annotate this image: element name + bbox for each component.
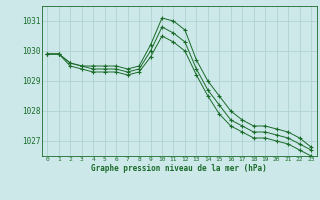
X-axis label: Graphe pression niveau de la mer (hPa): Graphe pression niveau de la mer (hPa) [91, 164, 267, 173]
